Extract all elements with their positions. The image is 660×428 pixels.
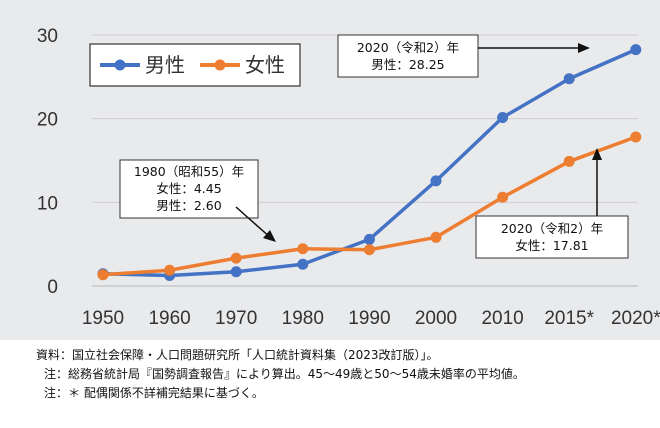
callout-2020-female: 2020（令和2）年 女性：17.81 <box>475 148 629 259</box>
callout-2020-male-box <box>337 34 479 78</box>
x-tick-label: 1980 <box>282 308 324 329</box>
line-chart: 0 10 20 30 1950 1960 1970 1980 1990 2000 2010 2015… <box>37 26 660 329</box>
data-point-male <box>630 44 642 56</box>
callout-1980-arrowhead <box>263 230 276 242</box>
legend: 男性 女性 <box>89 43 301 87</box>
callout-2020-male-line-1: 2020（令和2）年 <box>357 40 459 55</box>
data-point-female <box>363 244 375 256</box>
callout-1980-line-1: 1980（昭和55）年 <box>134 164 244 179</box>
data-point-female <box>164 264 176 276</box>
legend-label-male: 男性 <box>145 53 185 77</box>
data-point-male <box>230 266 242 278</box>
callout-1980: 1980（昭和55）年 女性：4.45 男性：2.60 <box>119 159 276 242</box>
notes: 資料：国立社会保障・人口問題研究所「人口統計資料集（2023改訂版）」。 注：総… <box>36 346 656 403</box>
callout-2020-male: 2020（令和2）年 男性：28.25 <box>337 34 590 78</box>
data-point-female <box>497 191 509 203</box>
callout-1980-arrow <box>235 206 272 239</box>
y-tick-label: 0 <box>47 277 58 298</box>
x-tick-label: 2010 <box>481 308 523 329</box>
legend-marker-male <box>114 59 126 71</box>
note-method: 注：総務省統計局『国勢調査報告』により算出。45～49歳と50～54歳未婚率の平… <box>44 367 525 381</box>
y-tick-label: 20 <box>37 110 58 131</box>
series-lines <box>97 44 642 281</box>
callout-2020-male-line-2: 男性：28.25 <box>371 57 444 72</box>
data-point-male <box>297 258 309 270</box>
data-point-female <box>430 231 442 243</box>
callout-2020-female-line-2: 女性：17.81 <box>515 238 588 253</box>
callout-1980-box <box>119 159 259 219</box>
x-tick-label: 1970 <box>215 308 257 329</box>
y-axis-ticks: 0 10 20 30 <box>37 26 58 298</box>
x-axis-ticks: 1950 1960 1970 1980 1990 2000 2010 2015* 2020* <box>82 308 660 329</box>
callout-1980-line-2: 女性：4.45 <box>156 181 221 196</box>
callout-2020-female-box <box>475 215 629 259</box>
x-tick-label: 1960 <box>148 308 190 329</box>
data-point-female <box>230 252 242 264</box>
note-source: 資料：国立社会保障・人口問題研究所「人口統計資料集（2023改訂版）」。 <box>36 348 439 362</box>
x-tick-label: 1990 <box>348 308 390 329</box>
x-tick-label: 2000 <box>415 308 457 329</box>
data-point-female <box>297 243 309 255</box>
callout-2020-female-line-1: 2020（令和2）年 <box>501 221 603 236</box>
chart-panel: 0 10 20 30 1950 1960 1970 1980 1990 2000 2010 2015… <box>0 0 660 340</box>
data-point-male <box>497 111 509 123</box>
data-point-female <box>630 131 642 143</box>
callout-2020-male-arrowhead <box>578 43 590 53</box>
data-point-female <box>97 269 109 281</box>
data-point-female <box>563 155 575 167</box>
data-point-male <box>563 73 575 85</box>
callout-1980-line-3: 男性：2.60 <box>156 198 221 213</box>
data-point-male <box>363 233 375 245</box>
data-point-male <box>430 175 442 187</box>
callout-2020-female-arrowhead <box>592 148 602 160</box>
x-tick-label: 1950 <box>82 308 124 329</box>
legend-marker-female <box>214 59 226 71</box>
y-tick-label: 10 <box>37 193 58 214</box>
y-tick-label: 30 <box>37 26 58 47</box>
legend-label-female: 女性 <box>245 53 285 77</box>
x-tick-label: 2015* <box>544 308 594 329</box>
x-tick-label: 2020* <box>611 308 660 329</box>
note-asterisk: 注：＊ 配偶関係不詳補完結果に基づく。 <box>44 386 264 400</box>
